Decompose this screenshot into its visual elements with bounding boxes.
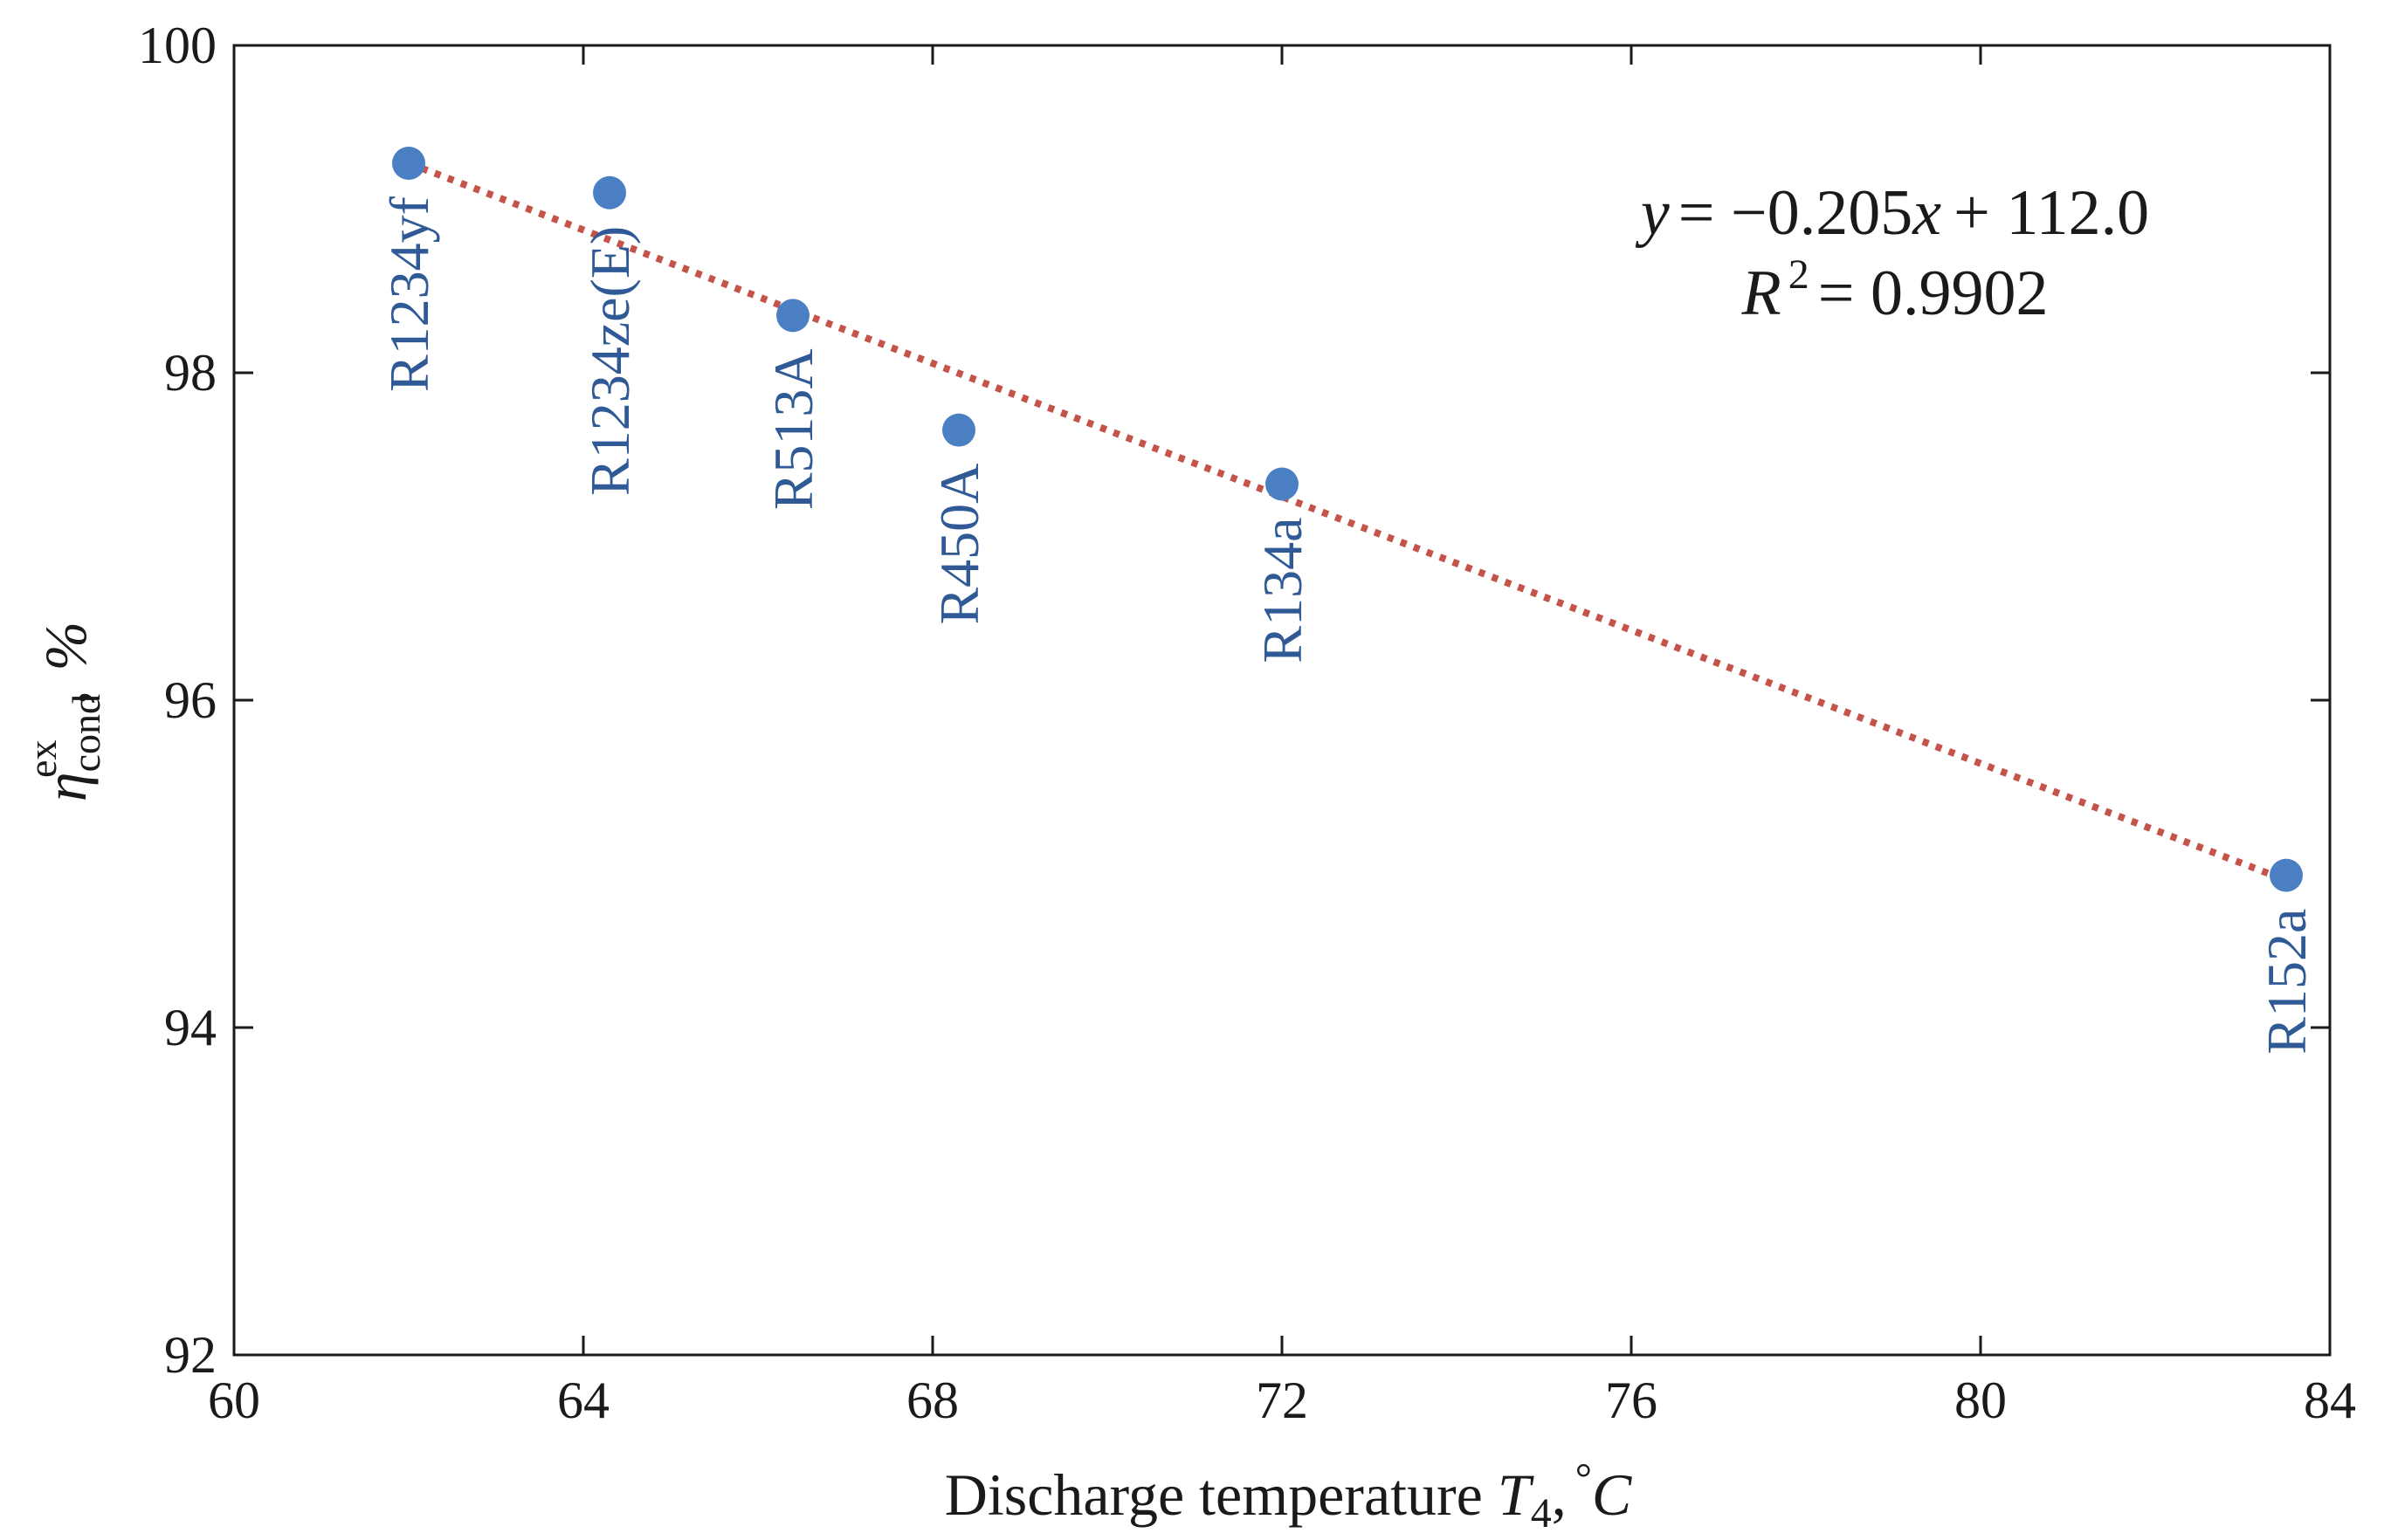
point-label: R513A — [762, 348, 824, 510]
point-label: R1234yf — [378, 196, 440, 392]
r2-r: R — [1741, 258, 1781, 329]
y-axis-title: ηcondex,% — [20, 622, 108, 801]
y-title-sup: ex — [20, 740, 65, 778]
x-tick-label: 72 — [1256, 1372, 1308, 1429]
y-tick-label: 98 — [164, 344, 217, 402]
x-tick-label: 80 — [1954, 1372, 2007, 1429]
point-label: R134a — [1251, 518, 1313, 663]
point-label: R152a — [2256, 909, 2318, 1055]
x-title-sep: , — [1552, 1461, 1567, 1528]
x-title-sub: 4 — [1531, 1490, 1552, 1537]
x-title-deg: ° — [1575, 1455, 1592, 1502]
y-axis: 92 94 96 98 100 — [138, 17, 2330, 1384]
r2-value: = 0.9902 — [1818, 258, 2049, 329]
data-point — [593, 175, 626, 210]
data-point — [942, 413, 975, 447]
x-tick-label: 60 — [208, 1372, 260, 1429]
trendline-equation: y = −0.205x + 112.0 — [1635, 177, 2149, 249]
y-tick-label: 92 — [164, 1326, 217, 1384]
eq-x: x — [1912, 177, 1941, 249]
x-title-text: Discharge temperature — [945, 1461, 1498, 1528]
y-title-sep: , — [32, 691, 99, 705]
eq-slope: = −0.205 — [1678, 177, 1912, 249]
x-title-unit: C — [1592, 1461, 1632, 1528]
point-label: R450A — [928, 464, 990, 625]
point-label: R1234ze(E) — [579, 226, 641, 496]
y-title-sub: cond — [64, 694, 108, 772]
y-tick-label: 96 — [164, 671, 217, 729]
eq-intercept: + 112.0 — [1953, 177, 2149, 249]
r2-sup: 2 — [1788, 251, 1809, 298]
y-tick-label: 94 — [164, 999, 217, 1056]
eq-y: y — [1635, 177, 1670, 249]
trendline-r-squared: R 2 = 0.9902 — [1741, 251, 2049, 329]
x-tick-label: 84 — [2304, 1372, 2356, 1429]
data-point — [1265, 467, 1299, 501]
x-axis: 60 64 68 72 76 80 84 — [208, 45, 2356, 1429]
y-title-symbol: η — [32, 772, 99, 801]
x-tick-label: 76 — [1605, 1372, 1657, 1429]
x-tick-label: 64 — [557, 1372, 610, 1429]
x-tick-label: 68 — [906, 1372, 959, 1429]
data-point — [2270, 858, 2303, 892]
point-labels: R1234yf R1234ze(E) R513A R450A R134a R152a — [378, 196, 2318, 1054]
y-tick-label: 100 — [138, 17, 217, 74]
data-points — [392, 147, 2303, 892]
data-point — [776, 299, 810, 333]
x-axis-title: Discharge temperature T4, °C — [945, 1455, 1632, 1537]
data-point — [392, 147, 425, 180]
x-title-var: T — [1498, 1461, 1534, 1528]
y-title-unit: % — [32, 622, 99, 671]
